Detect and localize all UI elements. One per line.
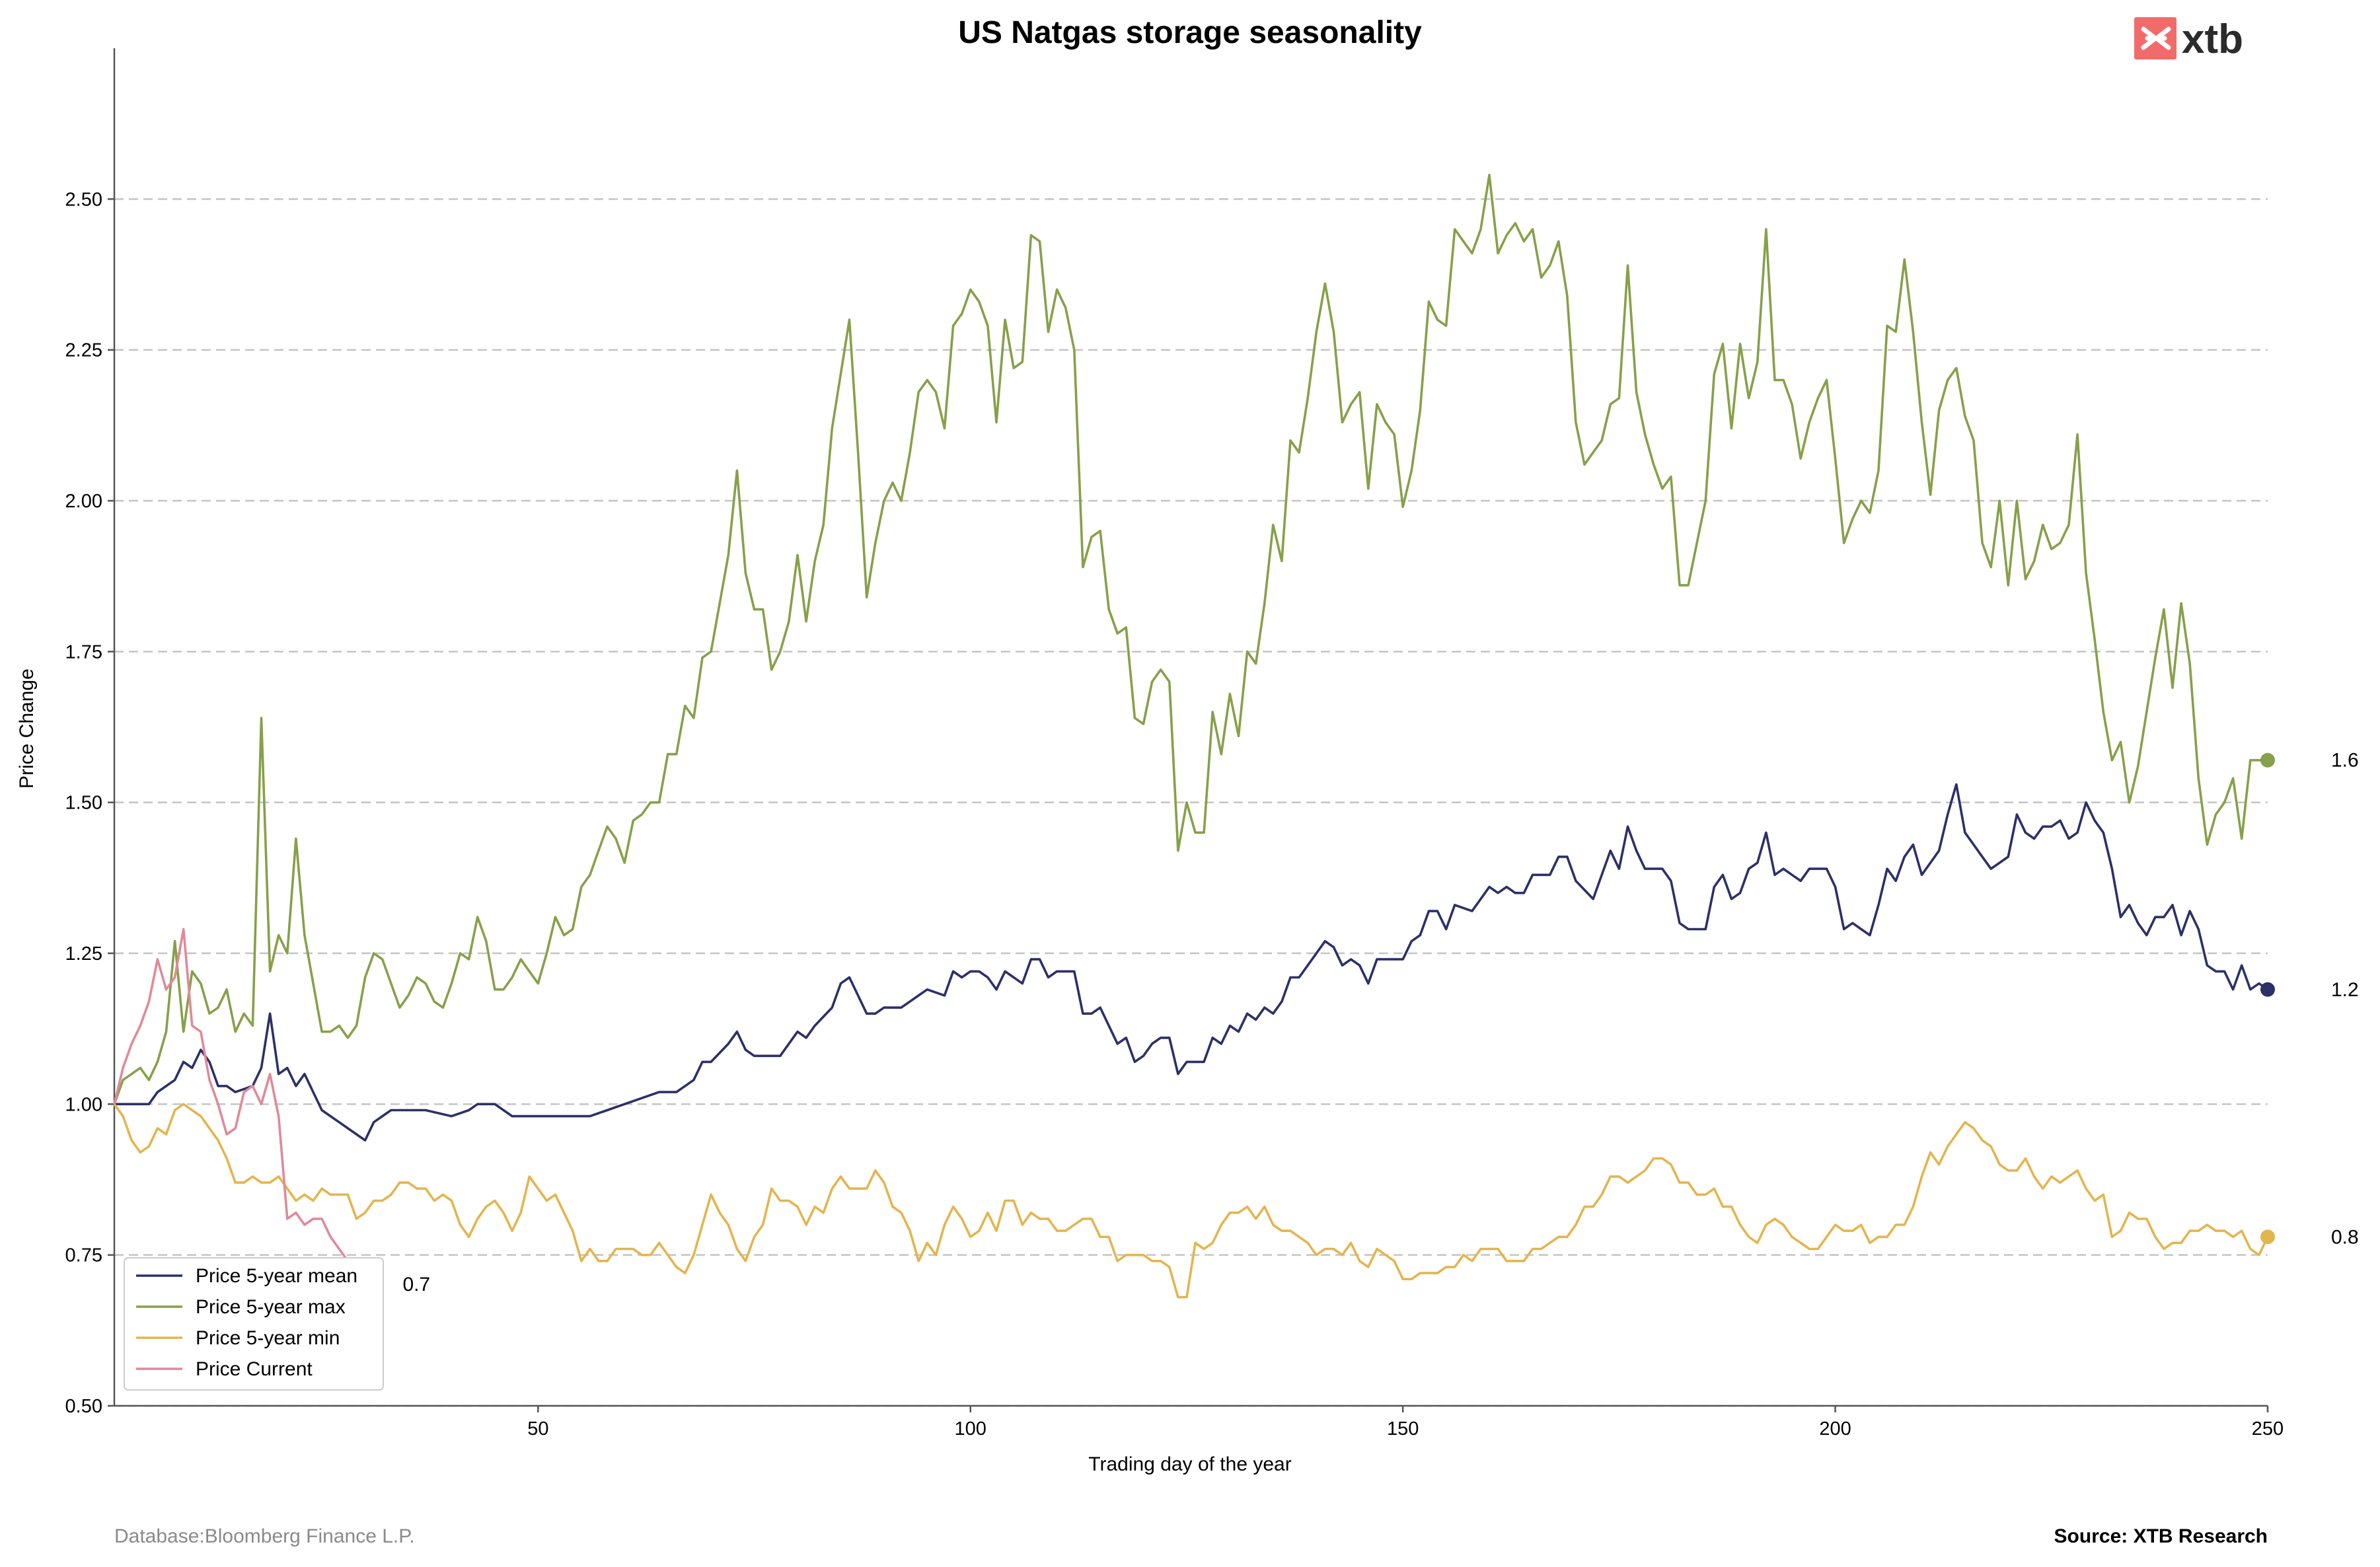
y-axis-label: Price Change xyxy=(16,669,38,789)
x-ticks: 50 100 150 200 250 xyxy=(527,1406,2284,1439)
x-tick-label: 250 xyxy=(2252,1418,2284,1439)
y-ticks: 0.50 0.75 1.00 1.25 1.50 1.75 2.00 2.25 2.50 xyxy=(65,189,114,1417)
x-tick-label: 50 xyxy=(527,1418,548,1439)
grid xyxy=(114,198,2268,1407)
legend: Price 5-year mean Price 5-year max Price 5… xyxy=(124,1257,384,1391)
end-marker-price-5-year-mean xyxy=(2260,982,2275,997)
x-tick-label: 150 xyxy=(1387,1418,1419,1439)
x-tick-label: 100 xyxy=(955,1418,986,1439)
end-marker-price-5-year-min xyxy=(2260,1229,2275,1245)
series-line-price-5-year-min xyxy=(113,1103,2269,1299)
y-tick-label: 1.25 xyxy=(65,943,102,965)
chart-title: US Natgas storage seasonality xyxy=(958,15,1422,50)
y-tick-label: 2.25 xyxy=(65,340,102,361)
end-label-price-5-year-max: 1.6 xyxy=(2331,750,2359,772)
xtb-logo-mark xyxy=(2141,26,2171,50)
series-line-price-5-year-mean xyxy=(114,783,2269,1142)
series-line-price-current xyxy=(113,928,357,1268)
x-axis-label: Trading day of the year xyxy=(1088,1453,1291,1475)
legend-box xyxy=(124,1257,384,1391)
end-label-price-5-year-min: 0.8 xyxy=(2331,1226,2359,1248)
legend-label-price-5-year-max: Price 5-year max xyxy=(196,1296,346,1318)
series-layer xyxy=(113,174,2269,1299)
end-label-price-current: 0.7 xyxy=(402,1274,430,1295)
y-tick-label: 2.50 xyxy=(65,189,102,210)
xtb-logo: xtb xyxy=(2134,17,2243,62)
y-tick-label: 0.50 xyxy=(65,1396,102,1417)
end-label-price-5-year-mean: 1.2 xyxy=(2331,979,2359,1001)
x-tick-label: 200 xyxy=(1819,1418,1851,1439)
y-tick-label: 0.75 xyxy=(65,1245,102,1266)
y-tick-label: 2.00 xyxy=(65,491,102,512)
y-tick-label: 1.75 xyxy=(65,641,102,663)
footer-source: Source: XTB Research xyxy=(2054,1525,2268,1547)
series-line-price-5-year-max xyxy=(113,174,2268,1105)
legend-label-price-current: Price Current xyxy=(196,1358,313,1380)
footer-database: Database:Bloomberg Finance L.P. xyxy=(114,1525,415,1547)
end-marker-price-5-year-max xyxy=(2260,752,2275,768)
y-tick-label: 1.50 xyxy=(65,793,102,814)
xtb-logo-text: xtb xyxy=(2182,17,2243,62)
end-labels: 1.2 1.6 0.8 0.7 xyxy=(402,750,2358,1295)
legend-label-price-5-year-min: Price 5-year min xyxy=(196,1327,340,1349)
y-tick-label: 1.00 xyxy=(65,1094,102,1115)
legend-label-price-5-year-mean: Price 5-year mean xyxy=(196,1265,357,1287)
